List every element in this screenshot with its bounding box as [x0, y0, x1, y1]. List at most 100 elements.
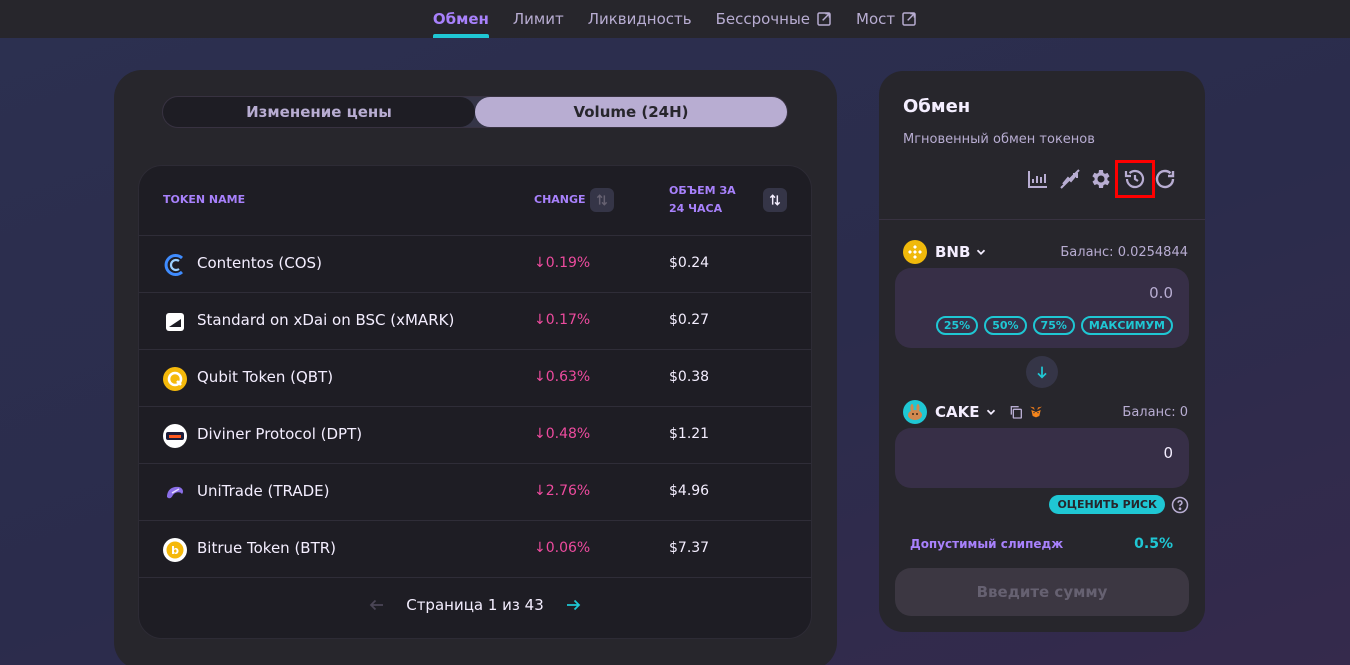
token-change: ↓0.06%: [534, 540, 591, 556]
slippage-row: Допустимый слипедж 0.5%: [910, 536, 1173, 552]
svg-text:b: b: [171, 544, 179, 557]
table-header: TOKEN NAME CHANGE ОБЪЕМ ЗА 24 ЧАСА: [139, 166, 811, 236]
token-name: Diviner Protocol (DPT): [197, 425, 363, 443]
table-row[interactable]: Diviner Protocol (DPT) ↓0.48% $1.21: [139, 407, 811, 464]
history-button[interactable]: [1115, 160, 1155, 198]
token-name: Contentos (COS): [197, 254, 322, 272]
unitrade-icon: [167, 486, 183, 499]
token-table: TOKEN NAME CHANGE ОБЪЕМ ЗА 24 ЧАСА Conte…: [138, 165, 812, 639]
token-name: Standard on xDai on BSC (xMARK): [197, 311, 455, 329]
enter-amount-label: Введите сумму: [976, 583, 1108, 601]
nav-perpetual-label: Бессрочные: [715, 10, 811, 28]
help-icon[interactable]: [1171, 496, 1189, 514]
from-currency-select[interactable]: BNB: [935, 243, 988, 261]
nav-bridge-label: Мост: [856, 10, 896, 28]
from-amount-input[interactable]: 0.0 25% 50% 75% МАКСИМУМ: [895, 268, 1189, 348]
token-name: Bitrue Token (BTR): [197, 539, 337, 557]
percent-25-button[interactable]: 25%: [935, 316, 979, 335]
max-button[interactable]: МАКСИМУМ: [1080, 316, 1173, 335]
to-amount-value: 0: [1163, 444, 1173, 462]
toggle-price-change[interactable]: Изменение цены: [163, 97, 475, 127]
toggle-volume[interactable]: Volume (24H): [475, 97, 787, 127]
swap-card: Обмен Мгновенный обмен токенов BNB Балан…: [879, 71, 1205, 632]
header-volume: ОБЪЕМ ЗА 24 ЧАСА: [669, 182, 736, 218]
arrow-down-icon: [1037, 366, 1047, 379]
switch-direction-button[interactable]: [1026, 356, 1058, 388]
nav-swap[interactable]: Обмен: [421, 0, 501, 38]
token-volume: $0.38: [669, 369, 710, 385]
pagination: Страница 1 из 43: [139, 596, 811, 614]
token-name: UniTrade (TRADE): [197, 482, 330, 500]
nav-perpetual[interactable]: Бессрочные: [704, 0, 844, 38]
bnb-icon: [903, 240, 927, 264]
header-change: CHANGE: [534, 193, 586, 206]
sort-icon: [596, 194, 608, 206]
to-currency-symbol: CAKE: [935, 403, 980, 421]
toggle-volume-label: Volume (24H): [573, 103, 689, 121]
chart-icon: [1028, 171, 1047, 188]
refresh-button[interactable]: [1153, 167, 1177, 191]
percent-50-button[interactable]: 50%: [984, 316, 1027, 335]
swap-title: Обмен: [903, 96, 971, 117]
toggle-price-change-label: Изменение цены: [246, 103, 392, 121]
scan-risk-button[interactable]: ОЦЕНИТЬ РИСК: [1049, 495, 1165, 514]
percent-buttons: 25% 50% 75% МАКСИМУМ: [935, 316, 1173, 335]
token-volume: $1.21: [669, 426, 710, 442]
slippage-label: Допустимый слипедж: [910, 537, 1064, 551]
token-volume: $4.96: [669, 483, 710, 499]
token-volume: $0.24: [669, 255, 710, 271]
page-indicator: Страница 1 из 43: [406, 596, 544, 614]
from-currency-row: BNB Баланс: 0.0254844: [903, 240, 1188, 264]
from-currency-symbol: BNB: [935, 243, 971, 261]
sort-change-button[interactable]: [590, 188, 614, 212]
diviner-icon: [163, 424, 187, 448]
to-currency-select[interactable]: CAKE: [935, 403, 998, 421]
percent-75-button[interactable]: 75%: [1032, 316, 1075, 335]
top-nav: Обмен Лимит Ликвидность Бессрочные Мост: [0, 0, 1350, 38]
header-volume-line1: ОБЪЕМ ЗА: [669, 184, 736, 197]
sort-volume-button[interactable]: [763, 188, 787, 212]
nav-limit[interactable]: Лимит: [501, 0, 576, 38]
nav-liquidity[interactable]: Ликвидность: [576, 0, 704, 38]
from-amount-value: 0.0: [1149, 284, 1173, 302]
chevron-down-icon: [986, 409, 995, 415]
contentos-icon: [164, 254, 184, 276]
settings-button[interactable]: [1089, 167, 1113, 191]
token-change: ↓2.76%: [534, 483, 591, 499]
table-row[interactable]: Standard on xDai on BSC (xMARK) ↓0.17% $…: [139, 293, 811, 350]
table-row[interactable]: Contentos (COS) ↓0.19% $0.24: [139, 236, 811, 293]
nav-bridge[interactable]: Мост: [844, 0, 929, 38]
divider: [879, 219, 1205, 220]
arrow-left-icon[interactable]: [368, 596, 386, 614]
copy-icon[interactable]: [1008, 404, 1024, 420]
tokens-card: Изменение цены Volume (24H) TOKEN NAME C…: [114, 70, 837, 665]
arrow-right-icon[interactable]: [564, 596, 582, 614]
to-balance: Баланс: 0: [1122, 404, 1188, 420]
hide-chart-button[interactable]: [1058, 167, 1082, 191]
token-change: ↓0.17%: [534, 312, 591, 328]
from-balance: Баланс: 0.0254844: [1060, 244, 1188, 260]
table-row[interactable]: Qubit Token (QBT) ↓0.63% $0.38: [139, 350, 811, 407]
token-volume: $7.37: [669, 540, 710, 556]
chevron-down-icon: [977, 249, 986, 255]
enter-amount-button[interactable]: Введите сумму: [895, 568, 1189, 616]
token-name: Qubit Token (QBT): [197, 368, 334, 386]
history-icon: [1124, 169, 1145, 189]
table-row[interactable]: UniTrade (TRADE) ↓2.76% $4.96: [139, 464, 811, 521]
slippage-value[interactable]: 0.5%: [1134, 536, 1173, 552]
nav-swap-label: Обмен: [432, 10, 489, 28]
chart-button[interactable]: [1026, 167, 1050, 191]
to-currency-row: CAKE Баланс: 0: [903, 400, 1188, 424]
header-token-name: TOKEN NAME: [163, 193, 246, 206]
external-link-icon: [817, 12, 831, 26]
header-volume-line2: 24 ЧАСА: [669, 202, 723, 215]
table-row[interactable]: b Bitrue Token (BTR) ↓0.06% $7.37: [139, 521, 811, 578]
token-change: ↓0.19%: [534, 255, 591, 271]
to-amount-input[interactable]: 0: [895, 428, 1189, 488]
metamask-icon[interactable]: [1028, 404, 1044, 420]
bitrue-icon: b: [163, 538, 187, 562]
xmark-icon: [166, 313, 184, 331]
token-change: ↓0.48%: [534, 426, 591, 442]
external-link-icon: [902, 12, 916, 26]
swap-subtitle: Мгновенный обмен токенов: [903, 132, 1095, 147]
